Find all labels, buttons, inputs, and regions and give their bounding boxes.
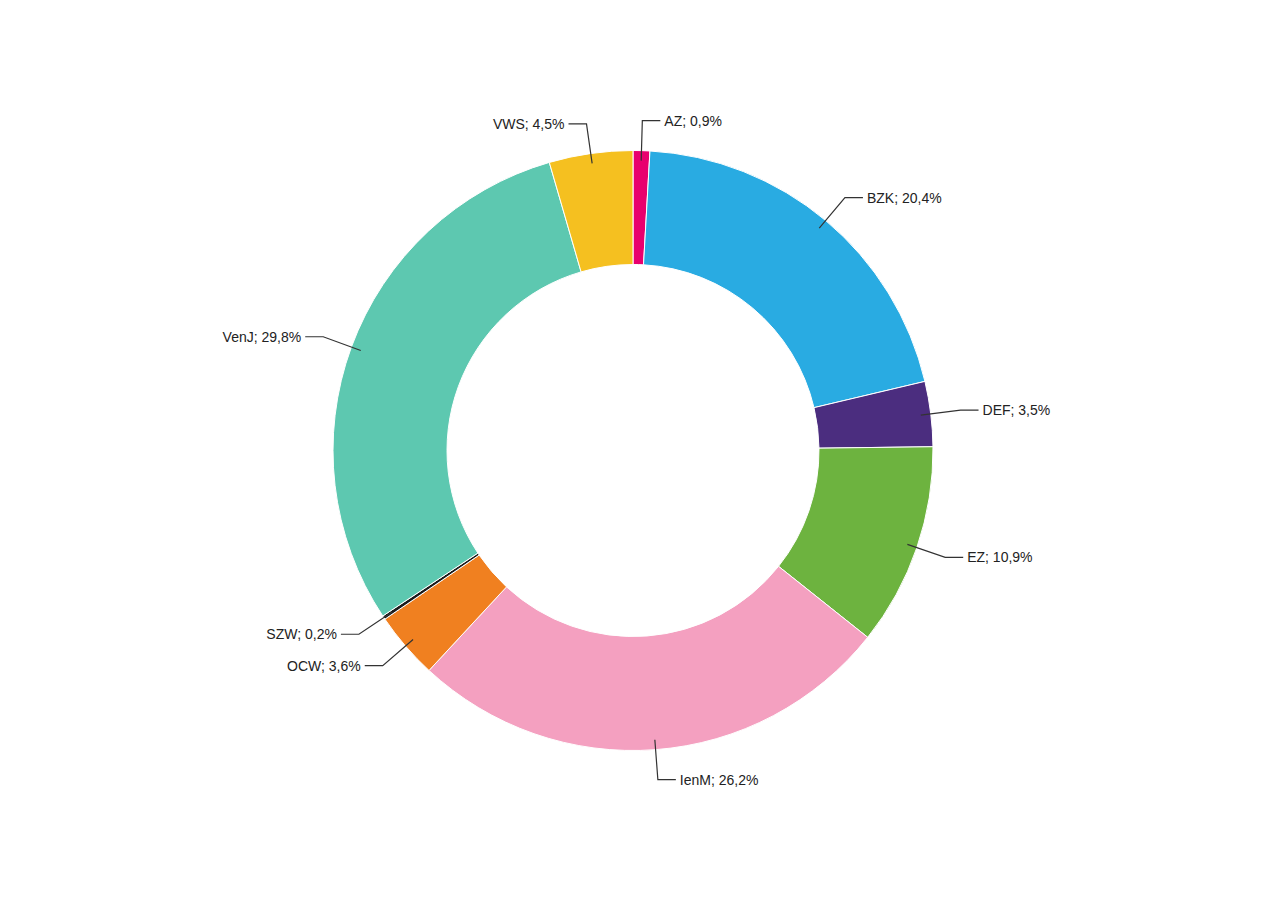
svg-text:VWS; 4,5%: VWS; 4,5% [493,116,565,132]
svg-text:SZW; 0,2%: SZW; 0,2% [266,626,337,642]
svg-text:EZ; 10,9%: EZ; 10,9% [967,549,1032,565]
svg-text:DEF; 3,5%: DEF; 3,5% [983,402,1051,418]
svg-text:OCW; 3,6%: OCW; 3,6% [287,658,361,674]
svg-text:BZK; 20,4%: BZK; 20,4% [867,190,942,206]
svg-text:VenJ; 29,8%: VenJ; 29,8% [223,329,302,345]
svg-text:AZ; 0,9%: AZ; 0,9% [664,113,722,129]
svg-text:IenM; 26,2%: IenM; 26,2% [680,772,759,788]
